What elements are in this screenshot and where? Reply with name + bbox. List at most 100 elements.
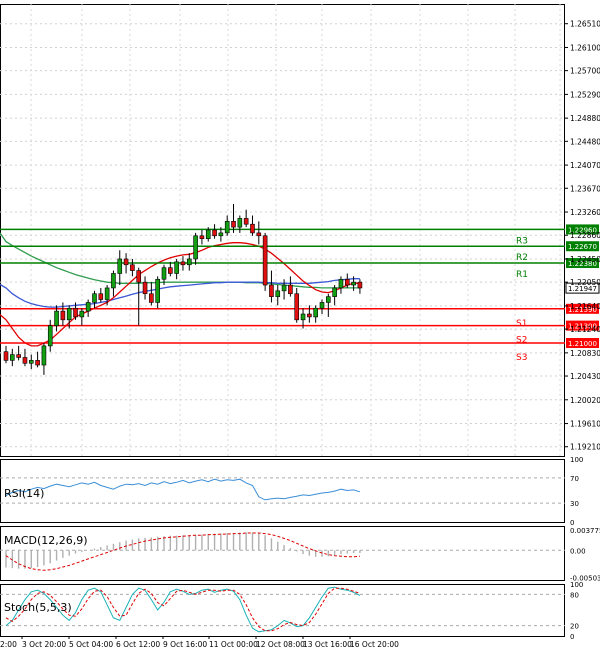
price-tick-label: 1.21640: [570, 302, 600, 311]
time-tick-label: 16 Oct 20:00: [350, 640, 399, 649]
price-tick-label: 1.23670: [570, 184, 600, 193]
level-value-label: 1.22960: [568, 226, 597, 234]
candle-body: [237, 218, 243, 228]
time-tick-label: 12 Oct 08:00: [256, 640, 305, 649]
candle-body: [205, 229, 211, 239]
indicator-tick-label: 100: [570, 456, 583, 464]
candle-body: [16, 354, 21, 358]
candle-body: [104, 287, 110, 300]
candle-body: [28, 360, 34, 364]
candle-body: [149, 293, 154, 303]
price-tick-label: 1.25290: [570, 90, 600, 99]
candle-body: [212, 229, 217, 237]
price-tick-label: 1.21240: [570, 325, 600, 334]
price-tick-label: 1.24480: [570, 137, 600, 146]
price-tick-label: 1.24880: [570, 114, 600, 123]
candle-body: [231, 221, 236, 228]
candle-body: [218, 232, 224, 237]
time-tick-label: 9 Oct 16:00: [163, 640, 207, 649]
candle-body: [123, 258, 129, 266]
stoch-main-line: [5, 586, 361, 633]
price-tick-label: 1.26510: [570, 20, 600, 29]
candle-body: [281, 284, 287, 292]
indicator-tick-label: 80: [570, 591, 579, 599]
candle-body: [269, 284, 274, 297]
level-value-box: [566, 258, 599, 269]
indicator-tick-label: 0.00: [570, 547, 586, 555]
candle-body: [275, 290, 281, 297]
level-name-s1: S1: [516, 319, 527, 329]
candle-body: [294, 293, 300, 321]
candle-body: [199, 235, 205, 239]
candle-body: [243, 218, 249, 225]
candle-body: [262, 235, 268, 286]
candle-body: [22, 357, 28, 364]
candle-body: [300, 313, 306, 321]
candle-body: [79, 310, 85, 318]
candle-body: [117, 258, 123, 274]
candle-body: [326, 296, 331, 303]
time-tick-label: 6 Oct 12:00: [116, 640, 160, 649]
price-tick-label: 1.26100: [570, 43, 600, 52]
candle-body: [3, 351, 9, 361]
price-tick-label: 1.22450: [570, 255, 600, 264]
candle-body: [332, 287, 337, 297]
candle-body: [351, 281, 356, 286]
level-value-label: 1.21000: [568, 340, 597, 348]
candle-body: [344, 278, 350, 286]
candle-body: [161, 267, 167, 280]
level-value-label: 1.22380: [568, 260, 597, 268]
candle-body: [136, 270, 142, 283]
indicator-tick-label: 30: [570, 500, 579, 508]
level-value-box: [566, 241, 599, 252]
candle-body: [60, 310, 66, 321]
candle-body: [47, 325, 53, 347]
panel-frame-3: [0, 584, 565, 637]
indicator-tick-label: 0: [570, 633, 574, 641]
ma-line-red: [0, 242, 360, 347]
time-tick-label: 11 Oct 00:00: [209, 640, 258, 649]
panel-frame-0: [0, 4, 565, 457]
candle-body: [193, 235, 198, 260]
candle-body: [319, 302, 325, 309]
candle-body: [66, 307, 72, 321]
candle-body: [250, 223, 255, 234]
candle-body: [41, 345, 47, 366]
candle-body: [54, 310, 59, 326]
level-name-s2: S2: [516, 336, 527, 346]
level-value-box: [566, 320, 599, 331]
candle-body: [168, 267, 173, 274]
indicator-tick-label: 20: [570, 623, 579, 631]
candle-body: [186, 258, 192, 266]
stoch-signal-line: [5, 587, 361, 632]
rsi-line: [5, 478, 361, 501]
panel-frame-2: [0, 526, 565, 581]
indicator-tick-label: -0.005032: [570, 574, 600, 582]
level-name-s3: S3: [516, 353, 527, 363]
time-tick-label: 13 Oct 16:00: [303, 640, 352, 649]
candle-body: [155, 278, 160, 303]
level-name-r3: R3: [516, 236, 528, 246]
macd-signal-line: [5, 532, 360, 571]
level-value-box: [566, 224, 599, 235]
price-tick-label: 1.20430: [570, 372, 600, 381]
candle-body: [307, 313, 312, 318]
time-tick-label: 3 Oct 20:00: [22, 640, 66, 649]
stoch-label: Stoch(5,5,3): [4, 601, 72, 614]
candle-body: [92, 293, 97, 303]
price-tick-label: 1.23260: [570, 208, 600, 217]
candle-body: [10, 354, 15, 361]
indicator-tick-label: 0.003775: [570, 527, 600, 535]
indicator-tick-label: 100: [570, 581, 583, 589]
indicator-tick-label: 0: [570, 519, 574, 527]
candle-body: [224, 221, 230, 234]
ma-line-green: [0, 232, 360, 289]
candle-body: [130, 264, 135, 271]
price-tick-label: 1.25700: [570, 67, 600, 76]
time-tick-label: 2:00: [0, 640, 17, 649]
current-price-label: 1.21947: [568, 285, 597, 293]
candle-body: [288, 284, 293, 295]
candle-body: [85, 302, 91, 312]
